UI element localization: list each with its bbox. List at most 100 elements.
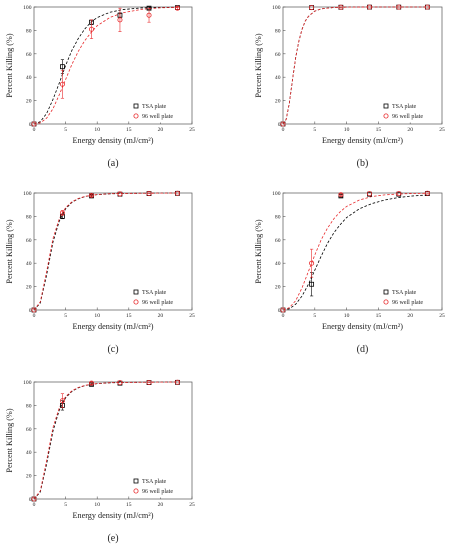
legend-box — [379, 99, 441, 123]
data-point-circle — [31, 307, 37, 313]
x-tick-label: 10 — [344, 127, 350, 133]
legend-marker-circle — [133, 113, 139, 119]
y-axis-title: Percent Killing (%) — [254, 219, 263, 283]
data-point-circle — [174, 5, 180, 11]
data-point-circle — [59, 81, 65, 87]
data-point-circle — [117, 191, 123, 197]
data-point-circle — [338, 192, 344, 198]
data-point-circle — [117, 17, 123, 23]
y-tick-label: 80 — [26, 214, 32, 220]
y-tick-label: 80 — [26, 403, 32, 409]
y-tick-label: 40 — [26, 75, 32, 81]
fit-curve — [33, 192, 180, 311]
x-tick-label: 0 — [282, 127, 285, 133]
legend-label: TSA plate — [142, 290, 167, 296]
x-tick-label: 25 — [439, 313, 445, 319]
fit-curve — [33, 6, 180, 125]
data-point-circle — [338, 4, 344, 10]
plot-frame — [33, 192, 193, 311]
legend-marker-square — [383, 103, 389, 109]
x-tick-label: 10 — [94, 313, 100, 319]
data-point-circle — [31, 121, 37, 127]
x-tick-label: 10 — [94, 502, 100, 508]
panel-label: (a) — [107, 158, 118, 169]
y-tick-label: 20 — [26, 285, 32, 291]
x-tick-label: 25 — [189, 313, 195, 319]
legend-marker-circle — [133, 488, 139, 494]
data-point-circle — [89, 380, 95, 386]
x-tick-label: 25 — [189, 127, 195, 133]
y-tick-label: 0 — [29, 497, 32, 503]
legend: TSA plate 96 well plate — [379, 99, 441, 123]
data-point-circle — [59, 210, 65, 216]
x-axis-title: Energy density (mJ/cm²) — [73, 322, 154, 331]
fit-curve — [33, 6, 180, 125]
y-tick-label: 100 — [23, 380, 32, 386]
data-point-circle — [89, 192, 95, 198]
legend: TSA plate 96 well plate — [129, 99, 191, 123]
y-tick-label: 20 — [26, 474, 32, 480]
plot-frame — [33, 381, 193, 500]
x-tick-label: 15 — [126, 127, 132, 133]
x-tick-label: 15 — [126, 313, 132, 319]
data-point-circle — [309, 5, 315, 11]
x-tick-label: 10 — [344, 313, 350, 319]
x-tick-label: 5 — [64, 127, 67, 133]
x-tick-label: 20 — [407, 127, 413, 133]
legend-marker-circle — [383, 113, 389, 119]
x-tick-label: 20 — [407, 313, 413, 319]
y-tick-label: 0 — [29, 122, 32, 128]
data-point-circle — [280, 307, 286, 313]
data-point-circle — [146, 379, 152, 385]
legend-label: TSA plate — [392, 104, 417, 110]
y-tick-label: 60 — [26, 52, 32, 58]
legend-label: 96 well plate — [142, 114, 173, 120]
y-tick-label: 40 — [26, 450, 32, 456]
y-tick-label: 40 — [275, 261, 281, 267]
data-point-circle — [31, 496, 37, 502]
data-point-circle — [117, 380, 123, 386]
data-point-circle — [424, 190, 430, 196]
legend-label: TSA plate — [142, 104, 167, 110]
x-tick-label: 20 — [158, 127, 164, 133]
data-point-circle — [59, 398, 65, 404]
y-tick-label: 40 — [26, 261, 32, 267]
y-tick-label: 100 — [23, 191, 32, 197]
x-axis-title: Energy density (mJ/cm²) — [322, 136, 403, 145]
x-tick-label: 20 — [158, 313, 164, 319]
y-tick-label: 20 — [275, 285, 281, 291]
x-axis-title: Energy density (mJ/cm²) — [73, 136, 154, 145]
x-tick-label: 5 — [64, 313, 67, 319]
y-tick-label: 0 — [278, 308, 281, 314]
x-tick-label: 15 — [376, 127, 382, 133]
y-tick-label: 100 — [272, 191, 281, 197]
y-tick-label: 80 — [275, 214, 281, 220]
y-tick-label: 60 — [26, 427, 32, 433]
data-point-square — [309, 281, 315, 287]
legend-label: 96 well plate — [392, 114, 423, 120]
y-tick-label: 0 — [29, 308, 32, 314]
fit-curve — [33, 381, 180, 500]
legend: TSA plate 96 well plate — [379, 285, 441, 309]
y-tick-label: 60 — [275, 52, 281, 58]
data-point-circle — [366, 4, 372, 10]
legend-label: TSA plate — [142, 479, 167, 485]
data-point-circle — [174, 190, 180, 196]
fit-curve — [282, 6, 430, 125]
legend-marker-square — [133, 103, 139, 109]
data-point-circle — [309, 260, 315, 266]
y-tick-label: 40 — [275, 75, 281, 81]
x-tick-label: 25 — [189, 502, 195, 508]
legend-marker-circle — [383, 299, 389, 305]
legend-label: 96 well plate — [142, 300, 173, 306]
chart-panel: 0 5 10 15 20 25 0 20 40 60 80 100 Energy density (mJ… — [254, 4, 445, 169]
data-point-circle — [396, 191, 402, 197]
legend: TSA plate 96 well plate — [129, 474, 191, 498]
x-axis-title: Energy density (mJ/cm²) — [322, 322, 403, 331]
x-tick-label: 15 — [376, 313, 382, 319]
panel-label: (c) — [107, 344, 118, 355]
x-tick-label: 0 — [33, 127, 36, 133]
y-tick-label: 80 — [26, 28, 32, 34]
data-point-circle — [146, 12, 152, 18]
